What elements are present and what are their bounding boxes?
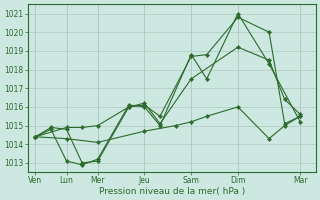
X-axis label: Pression niveau de la mer( hPa ): Pression niveau de la mer( hPa ) bbox=[99, 187, 245, 196]
